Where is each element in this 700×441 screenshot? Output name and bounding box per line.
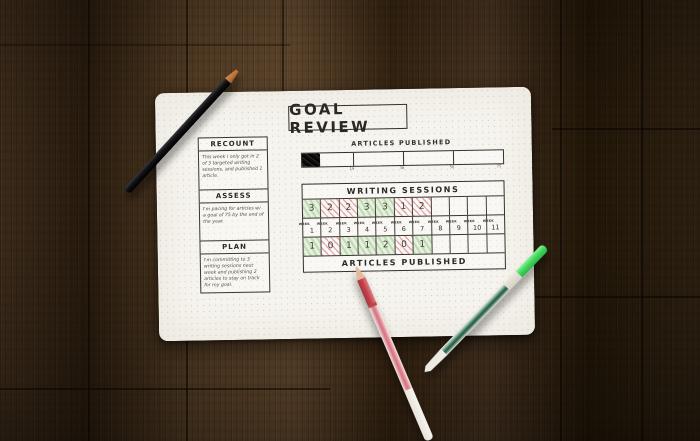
section-body-recount: This week I only got in 2 of 3 targeted … [198,150,268,191]
session-count-cell: 3 [356,198,376,217]
tracker-footer: ARTICLES PUBLISHED [303,252,505,272]
progress-tick [452,151,455,165]
week-number: 4 [364,225,370,234]
week-word: WEEK [482,219,494,223]
week-word: WEEK [335,221,347,226]
week-number: 5 [383,225,388,234]
wood-plank-seam [641,0,643,441]
session-count-cell: 2 [411,197,431,216]
session-count-cell: 3 [375,198,394,217]
article-count-cell [467,234,487,253]
progress-tick [352,152,355,166]
progress-tick-label: 38 [399,165,405,171]
page-title: GOAL REVIEW [289,99,371,137]
wood-plank-seam [0,388,330,390]
page-title-box: GOAL REVIEW [288,99,408,136]
progress-tick-label: 19 [349,166,355,172]
session-count-cell: 1 [393,197,413,217]
section-body-plan: I'm committing to 3 writing sessions nex… [201,253,270,292]
article-count-cell: 0 [394,235,413,255]
week-word: WEEK [445,219,457,224]
article-count-cell: 1 [339,236,358,256]
week-word: WEEK [298,222,310,227]
week-word: WEEK [427,220,439,224]
progress-tick-label: 56 [449,165,455,170]
week-word: WEEK [317,221,329,226]
wood-plank-seam [515,296,700,298]
section-heading-plan: PLAN [200,240,269,255]
articles-progress-label: ARTICLES PUBLISHED [351,138,452,148]
article-count-cell: 1 [412,235,432,254]
assess-text: I'm pacing for articles w/ a goal of 75 … [202,205,264,225]
wood-plank-seam [88,0,90,441]
week-word: WEEK [372,221,384,225]
article-count-cell: 0 [320,237,340,256]
session-count-cell [466,196,486,215]
wood-plank-seam [552,128,700,130]
article-count-cell [485,234,505,253]
session-count-cell: 2 [320,199,339,218]
session-count-cell: 2 [338,198,358,218]
wood-plank-seam [560,0,562,441]
week-number: 2 [328,226,333,235]
session-count-cell: 3 [302,199,321,218]
week-label-cell: WEEK 11 [482,215,505,234]
week-word: WEEK [353,221,366,226]
week-number: 3 [346,225,351,234]
progress-tick-label: 75 [496,164,502,169]
week-word: WEEK [463,219,476,224]
session-count-cell [448,196,468,216]
week-number: 9 [456,223,461,233]
week-word: WEEK [390,220,402,225]
week-number: 10 [472,223,482,232]
week-number: 11 [491,223,500,232]
section-body-assess: I'm pacing for articles w/ a goal of 75 … [199,202,269,242]
week-number: 6 [401,224,406,234]
week-number: 1 [309,226,315,235]
session-count-cell [430,197,449,216]
article-count-cell: 1 [303,237,322,256]
article-count-cell: 1 [357,236,377,255]
weekly-tracker-table: WRITING SESSIONS 3 2 2 3 3 1 2 WEEK 1 WEE… [299,180,506,273]
article-count-cell: 2 [375,236,395,255]
week-number: 8 [438,224,443,233]
articles-progress-bar: 19 38 56 75 [300,149,505,172]
section-heading-recount: RECOUNT [198,137,267,152]
progress-tick [402,151,405,165]
section-heading-assess: ASSESS [199,189,268,204]
review-sections: RECOUNT This week I only got in 2 of 3 t… [197,136,271,294]
week-number: 7 [419,224,425,233]
article-count-cell [449,234,468,254]
recount-text: This week I only got in 2 of 3 targeted … [201,153,263,179]
session-count-cell [485,196,504,215]
goal-review-page: GOAL REVIEW RECOUNT This week I only got… [154,86,536,342]
progress-fill [301,153,321,167]
plan-text: I'm committing to 3 writing sessions nex… [203,256,260,288]
week-word: WEEK [408,220,421,225]
article-count-cell [430,235,450,254]
wood-plank-seam [0,44,290,46]
